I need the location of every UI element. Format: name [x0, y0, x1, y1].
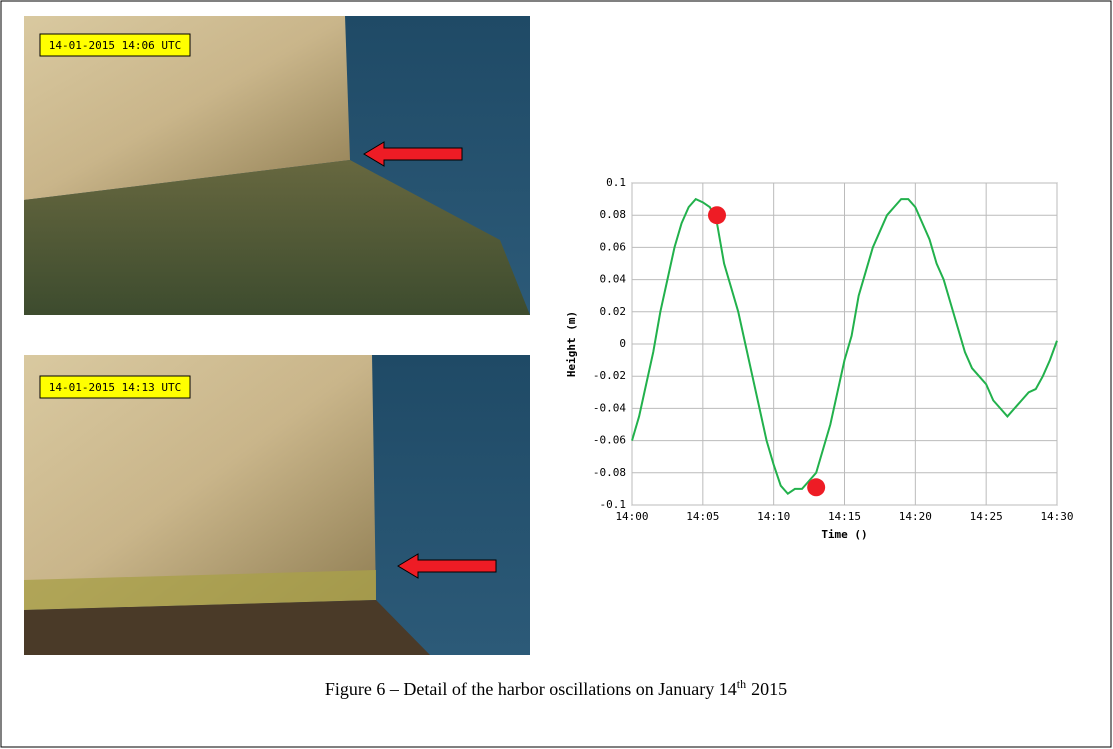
caption: Figure 6 – Detail of the harbor oscillat…: [325, 677, 787, 699]
x-tick-label: 14:15: [828, 510, 861, 523]
marker: [708, 206, 726, 224]
x-tick-label: 14:05: [686, 510, 719, 523]
photo-label: 14-01-2015 14:13 UTC: [49, 381, 181, 394]
y-tick-label: 0.1: [606, 176, 626, 189]
y-tick-label: 0.08: [600, 208, 627, 221]
marker: [807, 478, 825, 496]
x-tick-label: 14:10: [757, 510, 790, 523]
x-tick-label: 14:20: [899, 510, 932, 523]
y-tick-label: 0.02: [600, 305, 627, 318]
y-tick-label: -0.04: [593, 401, 626, 414]
x-tick-label: 14:00: [615, 510, 648, 523]
y-tick-label: -0.02: [593, 369, 626, 382]
y-tick-label: 0.06: [600, 240, 627, 253]
caption-text: Figure 6 – Detail of the harbor oscillat…: [325, 679, 737, 699]
caption-sup: th: [737, 677, 746, 691]
page: 14-01-2015 14:06 UTC 14-01-2015 14:13 UT…: [0, 0, 1113, 749]
x-tick-label: 14:30: [1040, 510, 1073, 523]
y-tick-label: -0.06: [593, 434, 626, 447]
y-tick-label: 0.04: [600, 273, 627, 286]
photo: 14-01-2015 14:13 UTC: [24, 355, 530, 655]
photo-label: 14-01-2015 14:06 UTC: [49, 39, 181, 52]
y-axis-label: Height (m): [565, 311, 578, 377]
y-tick-label: -0.08: [593, 466, 626, 479]
figure: 14-01-2015 14:06 UTC 14-01-2015 14:13 UT…: [0, 0, 1113, 749]
caption-year: 2015: [751, 679, 787, 699]
x-tick-label: 14:25: [970, 510, 1003, 523]
chart: -0.1-0.08-0.06-0.04-0.0200.020.040.060.0…: [565, 176, 1074, 541]
y-tick-label: 0: [619, 337, 626, 350]
photo: 14-01-2015 14:06 UTC: [24, 16, 530, 315]
x-axis-label: Time (): [821, 528, 867, 541]
